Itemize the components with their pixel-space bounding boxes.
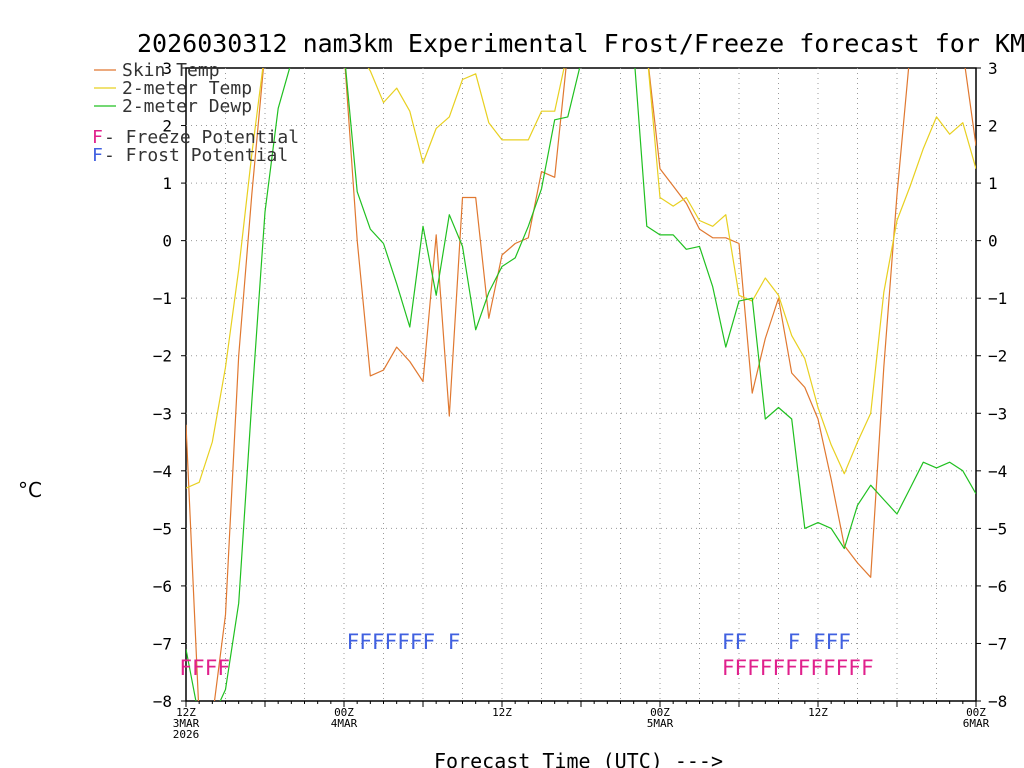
legend-label: Skin Temp (122, 60, 220, 81)
x-tick-label: 12Z (492, 706, 512, 719)
y-tick-label-right: 1 (988, 174, 998, 193)
y-tick-label: −8 (153, 692, 172, 711)
x-tick-label: 00Z (334, 706, 354, 719)
y-axis-right: −8 −7 −6 −5 −4 −3 −2 −1 0 1 2 3 (976, 59, 1007, 711)
y-tick-label: 2 (162, 117, 172, 136)
y-tick-label: −3 (153, 404, 172, 423)
legend-label: 2-meter Dewp (122, 96, 252, 117)
y-tick-label-right: 2 (988, 117, 998, 136)
legend-label: 2-meter Temp (122, 78, 252, 99)
freeze-marks: FFFFFFFFFFFF (722, 656, 874, 680)
plot-frame (185, 67, 977, 702)
series-line-2-meter-dewp (186, 68, 976, 701)
x-axis-label: Forecast Time (UTC) ---> (434, 749, 723, 768)
potential-marks: FFFFFFF F FF F FFFFFFF FFFFFFFFFFFF (179, 630, 873, 680)
frost-marks: F FFF (788, 630, 851, 654)
x-tick-label: 2026 (173, 728, 200, 741)
series-line-2-meter-temp (186, 68, 976, 489)
x-tick-label: 12Z (808, 706, 828, 719)
y-tick-label-right: −5 (988, 519, 1007, 538)
y-tick-label: 3 (162, 59, 172, 78)
frost-marks: FFFFFFF F (347, 630, 461, 654)
x-tick-label: 00Z (650, 706, 670, 719)
series-lines (186, 68, 976, 701)
x-tick-label: 3MAR (173, 717, 200, 730)
x-tick-label: 4MAR (331, 717, 358, 730)
freeze-marks: FFFF (179, 656, 230, 680)
y-tick-label: −2 (153, 347, 172, 366)
y-tick-label: 1 (162, 174, 172, 193)
y-tick-label: −4 (153, 462, 172, 481)
y-tick-label-right: −1 (988, 289, 1007, 308)
x-tick-label: 00Z (966, 706, 986, 719)
y-axis-unit-label: °C (18, 478, 42, 502)
chart-title: 2026030312 nam3km Experimental Frost/Fre… (137, 29, 1024, 58)
y-tick-label: 0 (162, 232, 172, 251)
potential-legend-letter: F (92, 127, 103, 148)
y-tick-label-right: −3 (988, 404, 1007, 423)
y-tick-label: −6 (153, 577, 172, 596)
y-tick-label-right: −7 (988, 634, 1007, 653)
x-tick-label: 6MAR (963, 717, 990, 730)
series-line-skin-temp (186, 68, 976, 701)
gridlines (186, 68, 976, 701)
x-tick-label: 5MAR (647, 717, 674, 730)
y-tick-label-right: −8 (988, 692, 1007, 711)
y-tick-label-right: −4 (988, 462, 1007, 481)
frost-marks: FF (722, 630, 747, 654)
y-tick-label: −1 (153, 289, 172, 308)
x-tick-label: 12Z (176, 706, 196, 719)
potential-legend-label: - Freeze Potential (104, 127, 299, 148)
y-tick-label: −5 (153, 519, 172, 538)
y-tick-label-right: 0 (988, 232, 998, 251)
y-tick-label: −7 (153, 634, 172, 653)
y-tick-label-right: 3 (988, 59, 998, 78)
y-axis-left: −8 −7 −6 −5 −4 −3 −2 −1 0 1 2 3 (153, 59, 186, 711)
potential-legend-letter: F (92, 145, 103, 166)
y-tick-label-right: −6 (988, 577, 1007, 596)
potential-legend-label: - Frost Potential (104, 145, 288, 166)
y-tick-label-right: −2 (988, 347, 1007, 366)
